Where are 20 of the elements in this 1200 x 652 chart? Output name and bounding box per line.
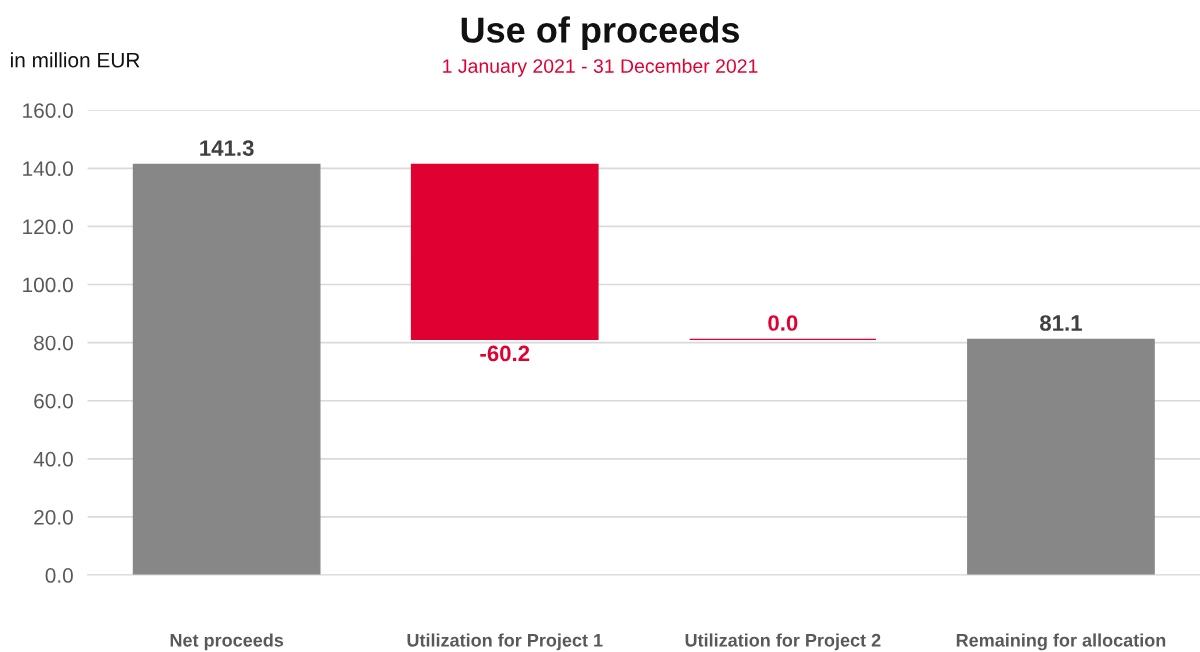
y-tick-label: 60.0 <box>34 393 73 409</box>
x-tick-label: Utilization for Project 1 <box>407 633 603 651</box>
y-tick-label: 40.0 <box>33 451 73 467</box>
y-tick-label: 120.0 <box>23 219 73 235</box>
x-tick-label: Remaining for allocation <box>956 633 1166 651</box>
data-label: 0.0 <box>768 315 798 331</box>
y-axis-title: in million EUR <box>10 52 140 68</box>
data-label: 81.1 <box>1040 315 1082 331</box>
y-tick-label: 80.0 <box>34 335 73 351</box>
x-tick-label: Net proceeds <box>170 633 284 651</box>
chart-title: Use of proceeds <box>461 16 740 50</box>
y-tick-label: 100.0 <box>23 277 73 293</box>
data-label: 141.3 <box>200 140 254 156</box>
x-tick-label: Utilization for Project 2 <box>685 633 881 651</box>
data-label: -60.2 <box>480 345 530 362</box>
y-tick-label: 0.0 <box>45 568 73 583</box>
y-tick-label: 160.0 <box>23 103 73 118</box>
y-tick-label: 140.0 <box>23 161 73 177</box>
y-tick-label: 20.0 <box>34 509 73 525</box>
chart-subtitle: 1 January 2021 - 31 December 2021 <box>443 58 758 77</box>
